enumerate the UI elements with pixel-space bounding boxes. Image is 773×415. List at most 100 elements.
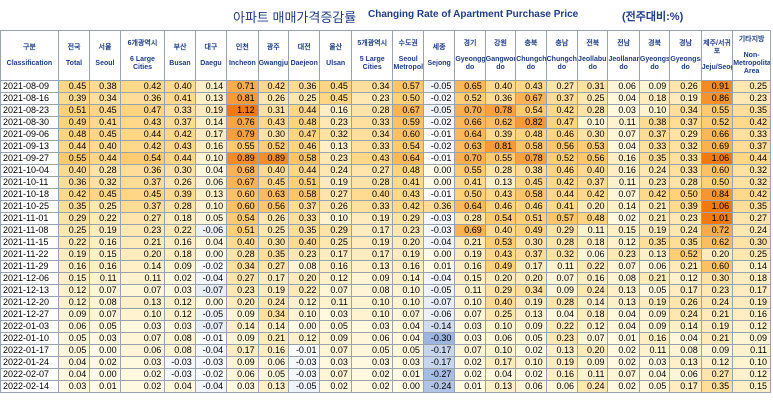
table-cell: 0.47: [119, 104, 166, 117]
table-cell: 0.64: [454, 200, 486, 213]
table-cell: 0.12: [607, 236, 640, 249]
table-cell: 0.19: [545, 356, 579, 369]
table-cell: 0.04: [607, 140, 640, 153]
table-cell: 0.36: [288, 80, 321, 93]
table-cell: 0.09: [732, 332, 771, 345]
table-cell: 0.91: [700, 80, 734, 93]
table-cell: 0.45: [515, 176, 547, 189]
table-cell: 0.18: [638, 92, 671, 105]
table-cell: 0.16: [607, 152, 640, 165]
table-cell: 0.05: [638, 380, 671, 393]
table-cell: 0.21: [257, 332, 290, 345]
table-cell: 0.51: [57, 104, 91, 117]
table-cell: 0.28: [545, 296, 579, 309]
table-cell: 0.44: [89, 152, 121, 165]
table-cell: 0.29: [392, 212, 424, 225]
table-cell: 0.36: [57, 176, 91, 189]
table-cell: 0.39: [484, 128, 517, 141]
table-cell: 0.04: [57, 368, 91, 381]
table-cell: 0.16: [577, 272, 609, 285]
table-cell: 0.10: [119, 308, 166, 321]
table-cell: 0.58: [515, 140, 547, 153]
table-row: 2022-02-14 0.03 0.01 0.02 0.04 -0.04 0.03 0.13-…: [0, 380, 771, 393]
table-cell: 0.14: [194, 80, 228, 93]
column-header-korean: 광주: [266, 43, 280, 51]
table-cell: 0.34: [350, 128, 394, 141]
table-cell: 0.04: [392, 332, 424, 345]
table-cell: 0.00: [392, 380, 424, 393]
table-cell: 0.32: [319, 128, 352, 141]
table-cell: 0.30: [732, 236, 771, 249]
table-cell: 0.10: [194, 152, 228, 165]
table-cell: 0.64: [392, 152, 424, 165]
column-header-english: Incheon: [228, 59, 256, 67]
table-cell: 0.34: [257, 308, 290, 321]
table-cell: -0.02: [422, 92, 456, 105]
table-cell: 0.07: [454, 344, 486, 357]
table-cell: 0.23: [392, 224, 424, 237]
table-cell: 0.66: [700, 128, 734, 141]
column-header-korean: 6개광역시: [127, 39, 158, 47]
table-cell: 0.82: [515, 116, 547, 129]
table-cell: 0.23: [607, 248, 640, 261]
table-cell: 0.29: [484, 284, 517, 297]
table-cell: 0.14: [577, 296, 609, 309]
table-cell: 0.43: [484, 188, 517, 201]
table-cell: -0.17: [422, 344, 456, 357]
table-cell: 0.20: [392, 236, 424, 249]
table-cell: -0.30: [422, 332, 456, 345]
table-cell: 0.46: [545, 128, 579, 141]
column-header-korean: 세종: [432, 43, 446, 51]
column-header-english: Gyeonggi-do: [455, 55, 486, 71]
table-cell: 0.10: [515, 356, 547, 369]
table-cell: 0.17: [732, 284, 771, 297]
column-header: 전북 Jeollabuk-do: [577, 30, 609, 81]
table-cell: 0.06: [607, 80, 640, 93]
table-cell: 0.04: [484, 368, 517, 381]
table-cell: 0.19: [454, 248, 486, 261]
table-cell: 0.19: [700, 320, 734, 333]
table-cell: 0.54: [484, 212, 517, 225]
column-header-korean: 구분: [22, 43, 36, 51]
table-cell: 0.52: [454, 92, 486, 105]
table-cell: -0.03: [164, 356, 196, 369]
column-header: 경북 Gyeongsangbuk-do: [638, 30, 671, 81]
table-cell: 0.32: [545, 248, 579, 261]
table-cell: 0.69: [454, 224, 486, 237]
row-date: 2021-10-25: [0, 200, 59, 213]
table-cell: -0.05: [422, 284, 456, 297]
table-cell: 0.11: [454, 284, 486, 297]
table-cell: -0.17: [422, 356, 456, 369]
table-row: 2021-09-27 0.55 0.44 0.54 0.44 0.10 0.89 0.89 0.…: [0, 152, 771, 165]
table-cell: 0.24: [732, 224, 771, 237]
column-header: 전남 Jeollanam-do: [607, 30, 640, 81]
table-cell: 0.66: [454, 116, 486, 129]
table-cell: 0.05: [257, 368, 290, 381]
table-cell: 0.03: [226, 380, 259, 393]
table-row: 2022-01-03 0.06 0.05 0.03 0.03 -0.07 0.14 0.14 0…: [0, 320, 771, 333]
table-cell: 0.40: [257, 164, 290, 177]
table-cell: 0.47: [288, 128, 321, 141]
table-cell: 0.45: [89, 128, 121, 141]
table-cell: 0.81: [226, 92, 259, 105]
table-cell: 0.25: [89, 200, 121, 213]
column-header-english: Jeollanam-do: [608, 55, 638, 71]
table-cell: 0.00: [422, 164, 456, 177]
table-cell: 0.35: [288, 224, 321, 237]
table-cell: 0.09: [226, 308, 259, 321]
table-cell: 0.03: [350, 356, 394, 369]
table-cell: 0.03: [319, 308, 352, 321]
table-row: 2022-01-24 0.04 0.02 0.03 -0.03 -0.03 0.09 0.06…: [0, 356, 771, 369]
column-header: 인천 Incheon: [226, 30, 259, 81]
table-cell: 0.21: [700, 332, 734, 345]
table-cell: 0.22: [57, 236, 91, 249]
table-cell: 0.47: [545, 116, 579, 129]
table-cell: 0.13: [484, 380, 517, 393]
table-cell: 0.11: [545, 260, 579, 273]
table-cell: 0.42: [638, 188, 671, 201]
column-header-english: Non-Metropolitan Area: [733, 51, 770, 75]
table-cell: 0.29: [669, 128, 702, 141]
table-cell: 0.48: [392, 164, 424, 177]
column-header: 기타지방 Non-Metropolitan Area: [732, 30, 771, 81]
table-cell: 0.15: [57, 272, 91, 285]
